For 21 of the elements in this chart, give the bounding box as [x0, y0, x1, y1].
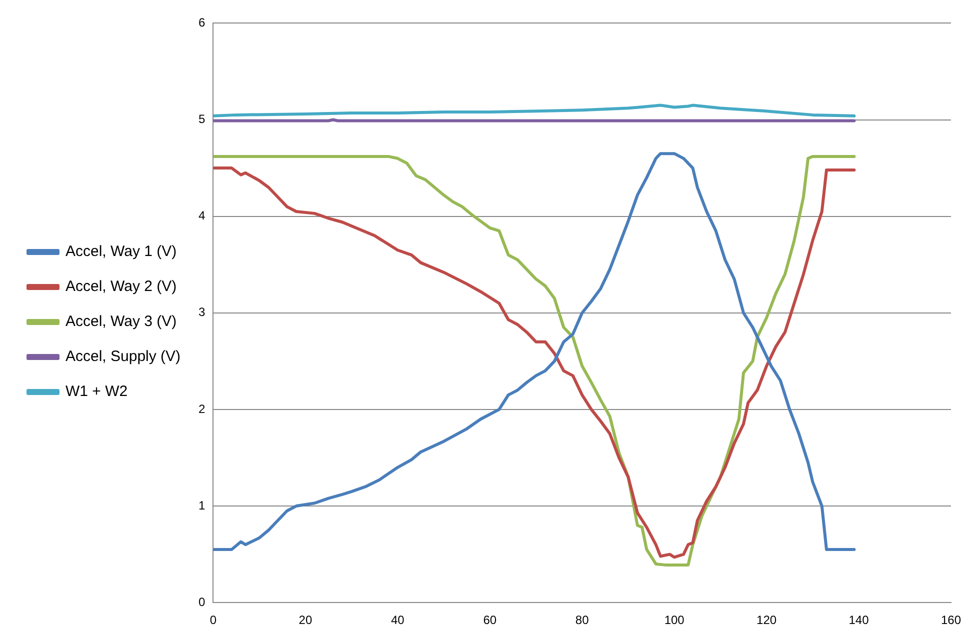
y-tick-label: 2: [198, 402, 206, 416]
legend-label: Accel, Way 2 (V): [66, 278, 177, 296]
x-tick-label: 120: [756, 613, 777, 628]
x-tick-label: 80: [575, 613, 590, 628]
x-tick-label: 160: [940, 613, 962, 628]
y-tick-label: 5: [198, 112, 206, 126]
x-tick-label: 0: [210, 613, 217, 628]
x-tick-label: 60: [483, 613, 497, 628]
legend-label: Accel, Supply (V): [66, 348, 181, 366]
legend-label: Accel, Way 3 (V): [66, 313, 177, 330]
y-tick-label: 6: [198, 16, 206, 30]
y-tick-label: 3: [198, 305, 206, 320]
legend-label: Accel, Way 1 (V): [66, 243, 177, 260]
y-tick-label: 0: [198, 594, 206, 609]
x-tick-label: 100: [664, 613, 685, 628]
x-tick-label: 20: [298, 613, 312, 628]
legend-label: W1 + W2: [66, 383, 128, 400]
x-tick-label: 140: [848, 613, 870, 628]
x-tick-label: 40: [390, 613, 405, 628]
y-tick-label: 1: [198, 498, 206, 512]
y-tick-label: 4: [198, 208, 206, 223]
